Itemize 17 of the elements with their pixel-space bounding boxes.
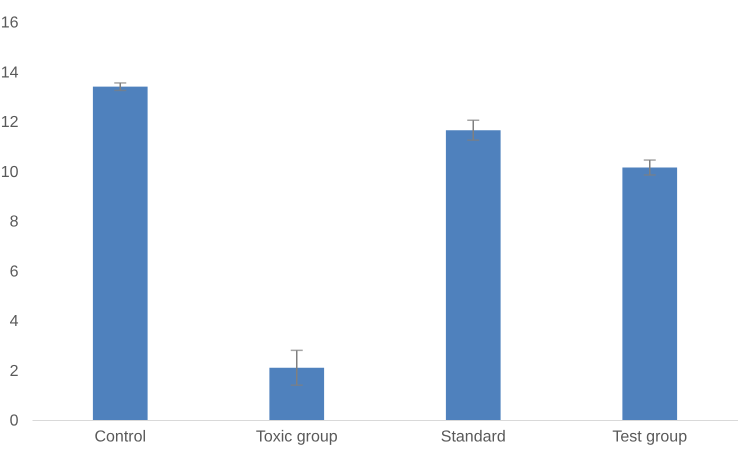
y-tick-label: 14 bbox=[0, 64, 19, 82]
x-tick-label: Toxic group bbox=[256, 428, 338, 446]
y-tick-label: 12 bbox=[0, 114, 19, 131]
y-tick-label: 6 bbox=[10, 263, 19, 280]
bar bbox=[92, 86, 148, 420]
y-tick-label: 10 bbox=[0, 164, 19, 181]
x-tick-label: Standard bbox=[440, 428, 506, 446]
y-tick-label: 0 bbox=[10, 412, 19, 430]
y-tick-label: 2 bbox=[10, 362, 19, 380]
x-tick-label: Control bbox=[94, 428, 146, 446]
y-tick-label: 16 bbox=[0, 14, 19, 32]
y-tick-label: 4 bbox=[10, 313, 19, 330]
bar bbox=[269, 368, 324, 420]
bar bbox=[446, 130, 501, 420]
x-tick-label: Test group bbox=[612, 428, 688, 446]
y-tick-label: 8 bbox=[10, 214, 19, 230]
bar bbox=[622, 168, 678, 420]
